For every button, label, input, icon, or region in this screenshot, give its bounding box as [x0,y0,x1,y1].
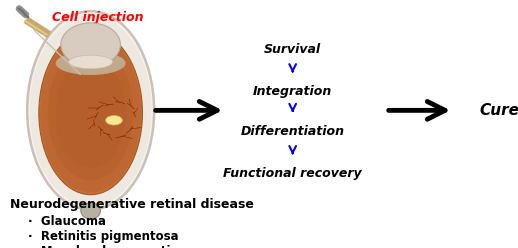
Text: Cure: Cure [479,103,518,118]
Ellipse shape [48,45,134,180]
Ellipse shape [27,11,154,210]
Ellipse shape [55,58,125,168]
Text: Functional recovery: Functional recovery [223,167,362,180]
Ellipse shape [81,203,100,219]
Text: ·  Glaucoma: · Glaucoma [28,216,107,228]
Ellipse shape [106,116,122,125]
Text: Survival: Survival [264,43,321,56]
Ellipse shape [61,23,120,66]
Text: Integration: Integration [253,85,332,98]
Ellipse shape [40,33,141,193]
Ellipse shape [68,55,113,69]
Text: Cell injection: Cell injection [52,11,143,24]
Ellipse shape [55,51,125,75]
Text: ·  Retinitis pigmentosa: · Retinitis pigmentosa [28,230,179,243]
Ellipse shape [39,31,142,195]
Text: Neurodegenerative retinal disease: Neurodegenerative retinal disease [10,198,254,211]
Text: Differentiation: Differentiation [241,125,344,138]
Ellipse shape [30,15,151,206]
Text: ·  Macular degeneration: · Macular degeneration [28,245,188,248]
